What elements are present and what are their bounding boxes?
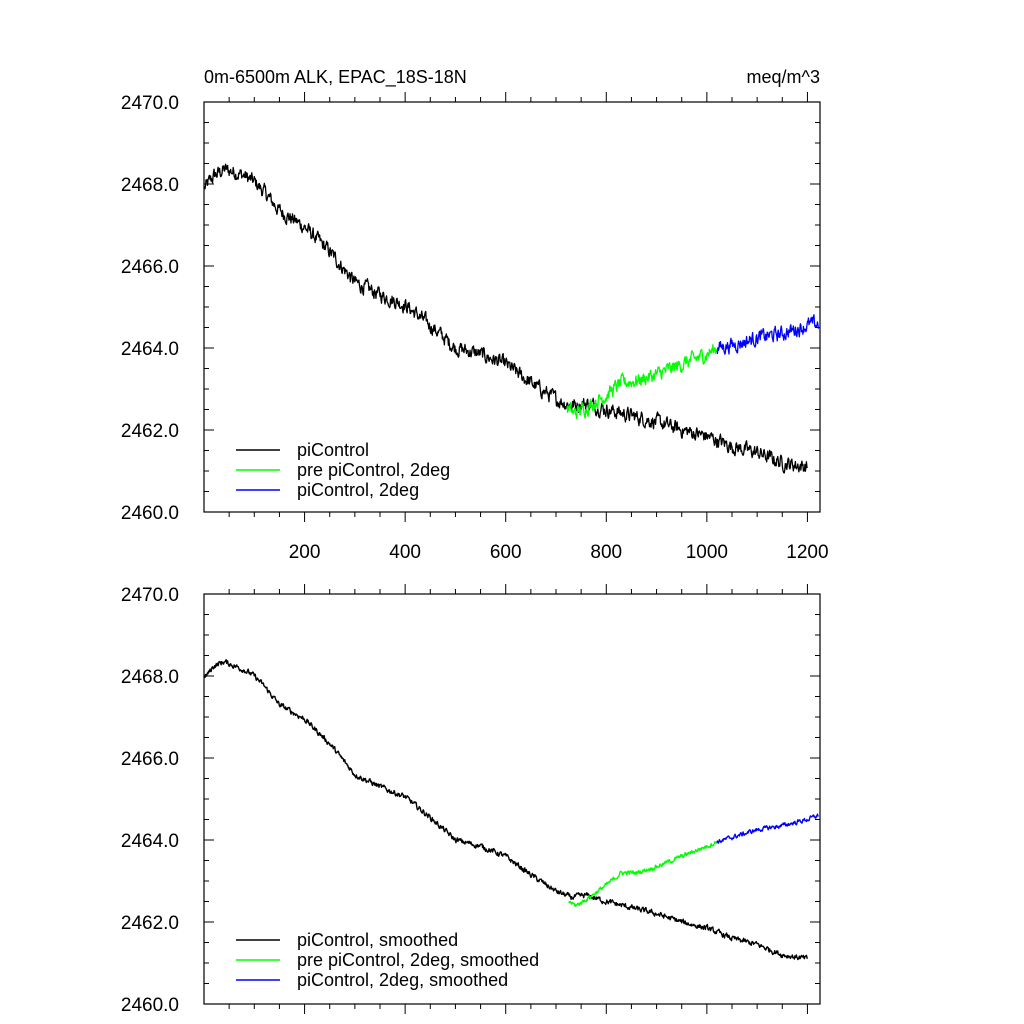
- bottom-panel-ytick-label: 2470.0: [121, 585, 179, 606]
- top-panel-ytick-label: 2466.0: [121, 257, 179, 278]
- bottom-panel-series-line-1: [568, 840, 718, 908]
- top-panel-ytick-label: 2464.0: [121, 339, 179, 360]
- top-panel-ytick-label: 2468.0: [121, 175, 179, 196]
- bottom-panel-legend-label-1: pre piControl, 2deg, smoothed: [297, 950, 539, 970]
- bottom-panel-series-line-0: [203, 659, 809, 961]
- top-panel: 0m-6500m ALK, EPAC_18S-18N meq/m^3 2460.…: [121, 67, 829, 563]
- bottom-panel-ytick-label: 2468.0: [121, 667, 179, 688]
- bottom-panel-legend-label-2: piControl, 2deg, smoothed: [297, 970, 508, 990]
- top-panel-xtick-label: 800: [590, 542, 622, 563]
- bottom-panel-ytick-label: 2466.0: [121, 749, 179, 770]
- top-panel-series: [203, 163, 820, 474]
- top-panel-ytick-label: 2470.0: [121, 93, 179, 114]
- top-panel-legend-label-2: piControl, 2deg: [297, 480, 419, 500]
- top-panel-series-line-0: [203, 163, 808, 474]
- bottom-panel: 2460.0 2462.0 2464.0 2466.0 2468.0 2470.0 piC…: [121, 584, 821, 1016]
- top-panel-xtick-label: 1000: [686, 542, 728, 563]
- top-panel-legend-label-0: piControl: [297, 440, 369, 460]
- top-panel-ticks: 2460.0 2462.0 2464.0 2466.0 2468.0 2470.0 200 4…: [121, 92, 829, 563]
- top-panel-legend-label-1: pre piControl, 2deg: [297, 460, 450, 480]
- top-panel-xtick-label: 1200: [786, 542, 828, 563]
- bottom-panel-series-line-2: [716, 813, 819, 844]
- top-panel-title-right: meq/m^3: [747, 67, 820, 87]
- top-panel-ytick-label: 2462.0: [121, 421, 179, 442]
- bottom-panel-ytick-label: 2460.0: [121, 995, 179, 1016]
- top-panel-xtick-label: 400: [389, 542, 421, 563]
- top-panel-xtick-label: 600: [490, 542, 522, 563]
- bottom-panel-ytick-label: 2464.0: [121, 831, 179, 852]
- top-panel-title-left: 0m-6500m ALK, EPAC_18S-18N: [204, 67, 467, 88]
- top-panel-series-line-2: [716, 314, 820, 355]
- bottom-panel-ticks: 2460.0 2462.0 2464.0 2466.0 2468.0 2470.0: [121, 584, 820, 1016]
- bottom-panel-legend-label-0: piControl, smoothed: [297, 930, 458, 950]
- bottom-panel-ytick-label: 2462.0: [121, 913, 179, 934]
- bottom-panel-series: [203, 659, 819, 961]
- top-panel-series-line-1: [566, 344, 718, 420]
- top-panel-xtick-label: 200: [289, 542, 321, 563]
- top-panel-ytick-label: 2460.0: [121, 503, 179, 524]
